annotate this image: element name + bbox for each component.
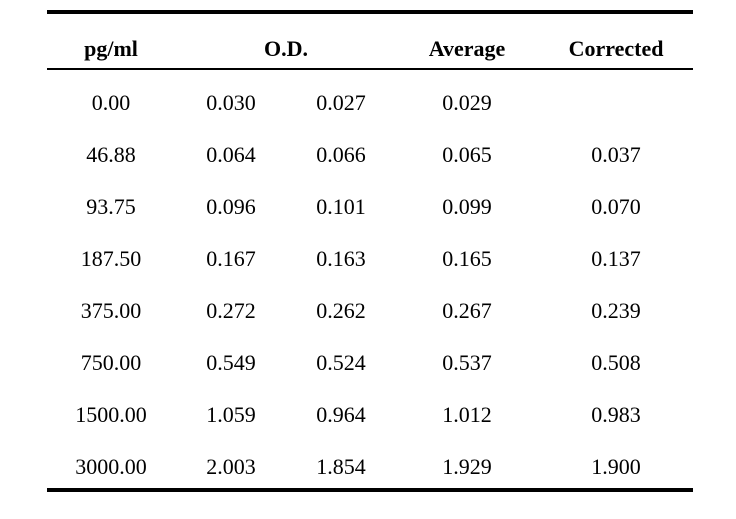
concentration-cell: 187.50: [80, 246, 142, 271]
od-replicate-1-cell: 0.272: [206, 298, 256, 323]
average-cell: 0.065: [442, 142, 492, 167]
od-replicate-2-cell: 0.163: [316, 246, 366, 271]
od-replicate-2-cell: 1.854: [316, 454, 366, 479]
od-replicate-2-cell: 0.027: [316, 90, 366, 115]
average-cell: 1.929: [442, 454, 492, 479]
header-od: O.D.: [264, 36, 308, 61]
od-replicate-2-cell: 0.524: [316, 350, 366, 375]
average-cell: 0.537: [442, 350, 492, 375]
corrected-cell: 1.900: [591, 454, 641, 479]
concentration-cell: 3000.00: [75, 454, 147, 479]
concentration-cell: 750.00: [80, 350, 142, 375]
header-concentration: pg/ml: [84, 36, 138, 61]
average-cell: 0.165: [442, 246, 492, 271]
corrected-cell: 0.137: [591, 246, 641, 271]
corrected-cell: 0.983: [591, 402, 641, 427]
od-replicate-1-cell: 0.096: [206, 194, 256, 219]
corrected-cell: 0.037: [591, 142, 641, 167]
od-replicate-1-cell: 0.167: [206, 246, 256, 271]
average-cell: 1.012: [442, 402, 492, 427]
header-corrected: Corrected: [568, 36, 664, 61]
od-replicate-2-cell: 0.066: [316, 142, 366, 167]
concentration-cell: 46.88: [86, 142, 136, 167]
average-cell: 0.267: [442, 298, 492, 323]
od-replicate-1-cell: 0.549: [206, 350, 256, 375]
od-replicate-1-cell: 2.003: [206, 454, 256, 479]
od-replicate-1-cell: 0.030: [206, 90, 256, 115]
od-replicate-2-cell: 0.262: [316, 298, 366, 323]
table-top-rule: [47, 10, 693, 14]
corrected-cell: 0.508: [591, 350, 641, 375]
corrected-cell: [556, 88, 676, 118]
table-bottom-rule: [47, 488, 693, 492]
concentration-cell: 375.00: [80, 298, 142, 323]
header-average: Average: [428, 36, 506, 61]
concentration-cell: 1500.00: [75, 402, 147, 427]
od-replicate-1-cell: 0.064: [206, 142, 256, 167]
average-cell: 0.099: [442, 194, 492, 219]
corrected-cell: 0.070: [591, 194, 641, 219]
concentration-cell: 93.75: [86, 194, 136, 219]
corrected-cell: 0.239: [591, 298, 641, 323]
concentration-cell: 0.00: [91, 90, 131, 115]
od-replicate-1-cell: 1.059: [206, 402, 256, 427]
table-header-rule: [47, 68, 693, 70]
average-cell: 0.029: [442, 90, 492, 115]
od-replicate-2-cell: 0.101: [316, 194, 366, 219]
od-replicate-2-cell: 0.964: [316, 402, 366, 427]
